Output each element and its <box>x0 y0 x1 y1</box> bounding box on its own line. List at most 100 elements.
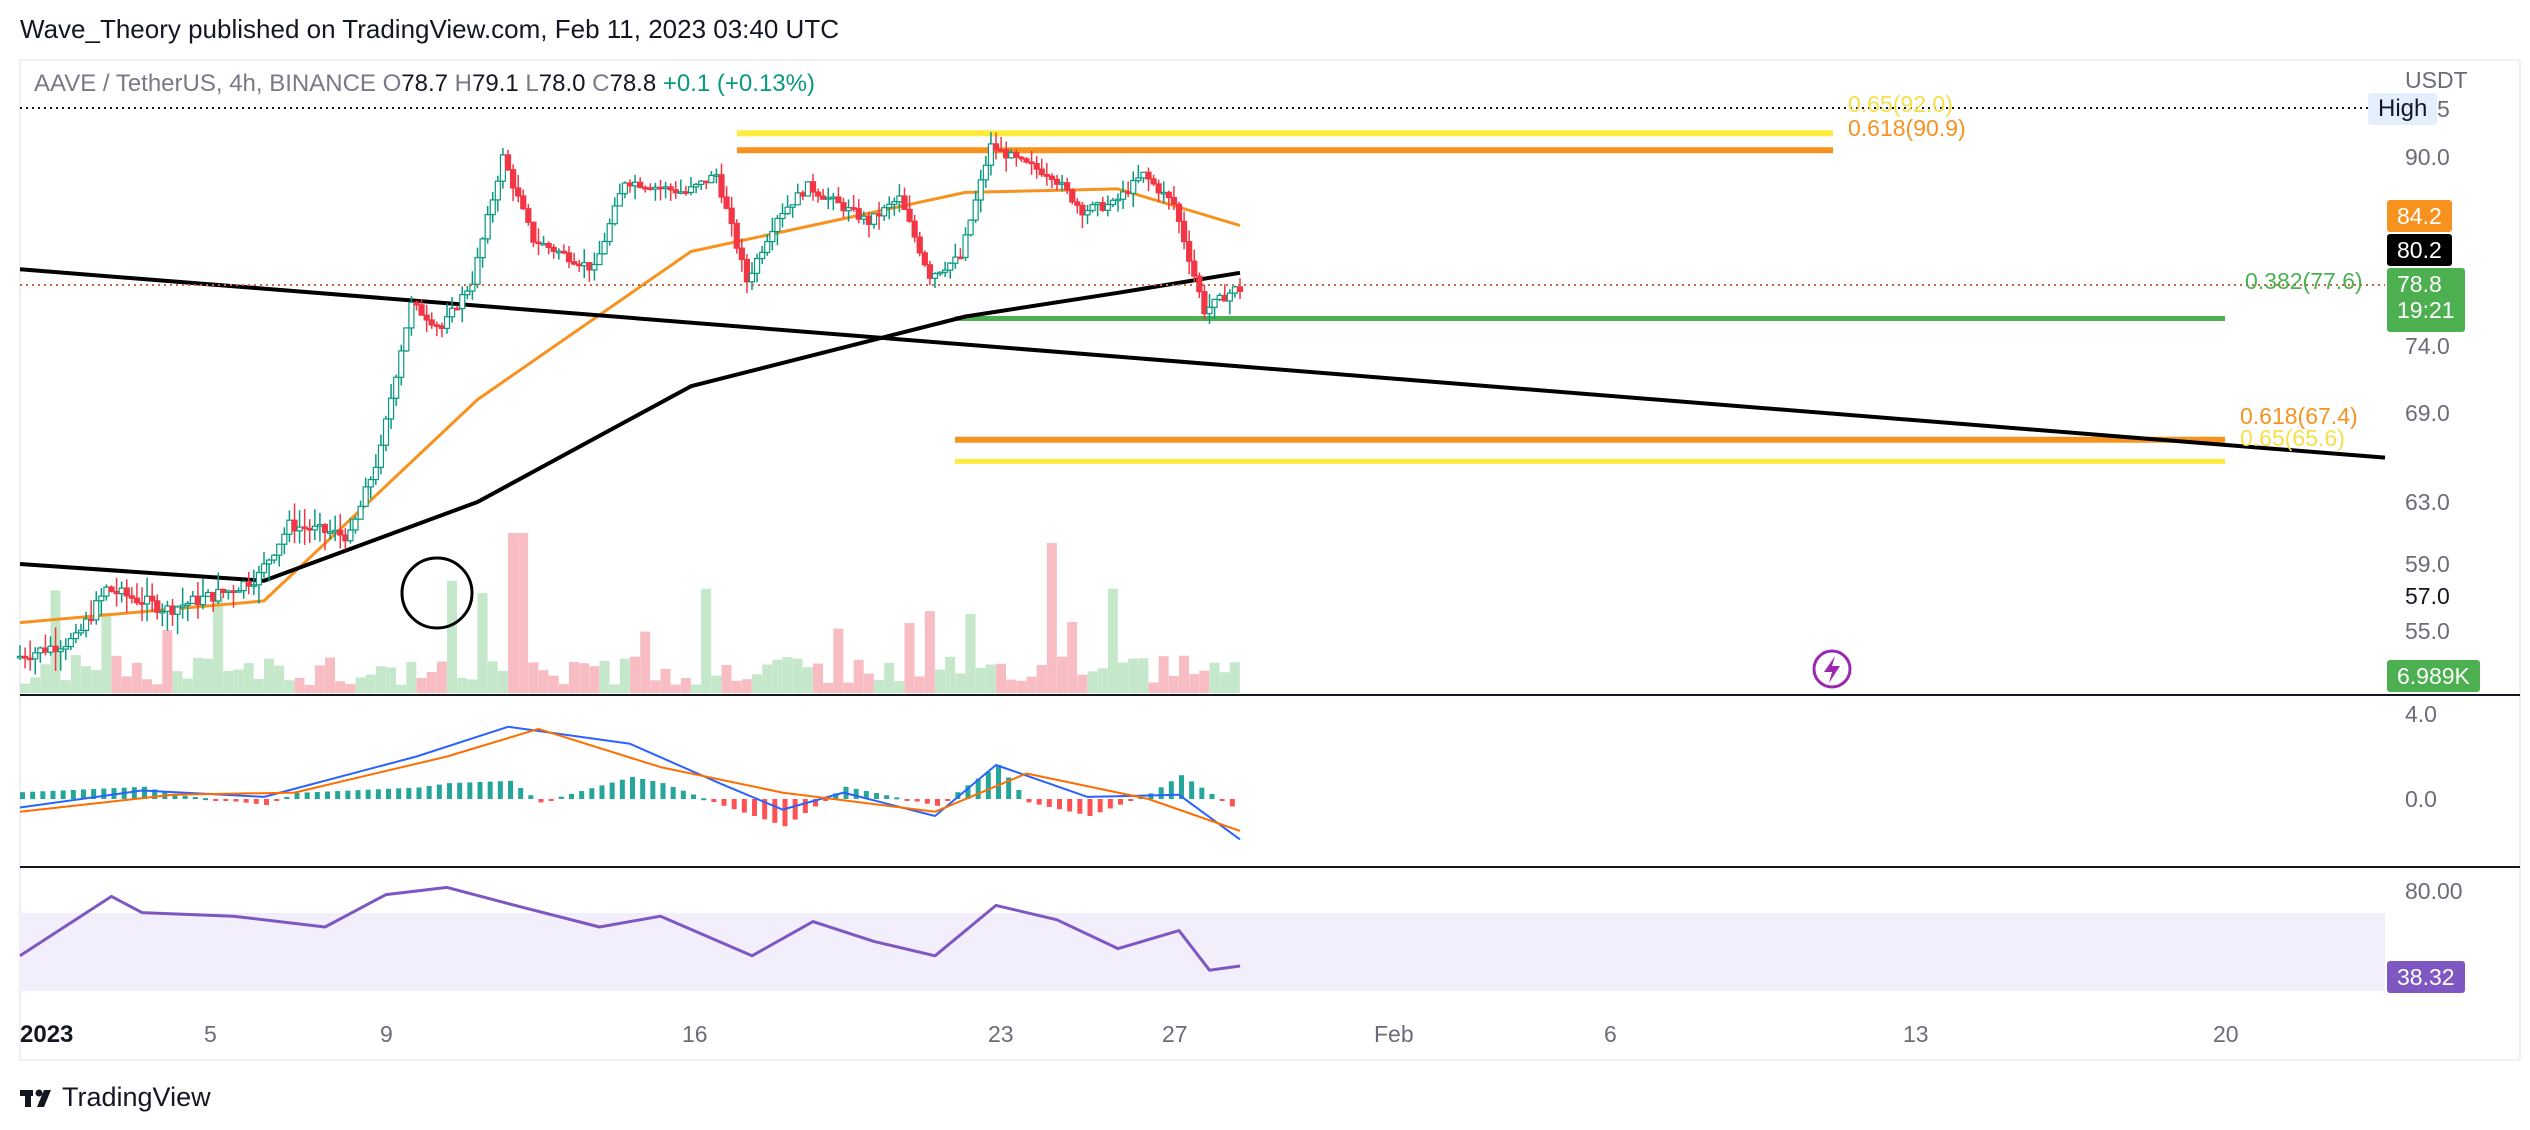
candle-body <box>738 247 745 261</box>
macd-histogram-bar <box>863 790 869 799</box>
candle-body <box>1175 203 1183 222</box>
macd-histogram-bar <box>467 782 473 799</box>
change-value: +0.1 (+0.13%) <box>662 70 815 97</box>
candle-body <box>835 196 842 204</box>
candle-body <box>1028 161 1035 165</box>
volume-bar <box>182 678 193 693</box>
volume-bar <box>233 669 244 693</box>
volume-bar <box>406 662 417 693</box>
volume-bar <box>589 666 600 693</box>
volume-bar <box>152 684 163 693</box>
macd-histogram-bar <box>152 789 158 799</box>
candle-body <box>1003 149 1010 159</box>
candle-body <box>743 258 751 283</box>
candle-body <box>220 588 227 594</box>
candle-body <box>489 199 496 216</box>
candle-body <box>286 519 293 535</box>
price-tick: 69.0 <box>2405 400 2450 426</box>
volume-bar <box>691 684 701 693</box>
volume-bar <box>884 662 895 693</box>
macd-histogram-bar <box>477 782 483 799</box>
candle-body <box>565 252 573 263</box>
candle-body <box>896 195 903 203</box>
candle-body <box>484 214 491 240</box>
macd-histogram-bar <box>701 798 707 801</box>
candle-body <box>1150 178 1157 185</box>
volume-bar <box>599 660 610 693</box>
candle-body <box>438 325 446 329</box>
candle-body <box>631 181 639 187</box>
circle-annotation <box>400 556 474 630</box>
candle-body <box>845 207 852 212</box>
rsi-band <box>20 913 2385 991</box>
candle-body <box>789 204 796 208</box>
candle-body <box>530 221 537 243</box>
macd-histogram-bar <box>142 786 147 799</box>
candle-body <box>62 646 69 650</box>
macd-histogram-bar <box>619 779 625 799</box>
volume-bar <box>1179 655 1189 693</box>
candle-body <box>647 187 654 191</box>
chart-frame <box>19 59 2521 1061</box>
candle-body <box>347 529 354 542</box>
macd-histogram-bar <box>792 799 798 820</box>
candle-body <box>199 595 207 606</box>
volume-bar <box>965 613 976 693</box>
candle-body <box>682 191 690 194</box>
lightning-icon[interactable] <box>1812 649 1852 689</box>
candle-body <box>616 193 623 207</box>
candle-body <box>581 262 588 267</box>
macd-histogram-bar <box>172 794 178 799</box>
volume-bar <box>721 665 732 693</box>
time-label: 27 <box>1162 1021 1188 1047</box>
candle-body <box>169 605 176 615</box>
volume-bar <box>365 674 376 693</box>
volume-bar <box>274 665 285 693</box>
brand-name: TradingView <box>62 1082 211 1112</box>
volume-bar <box>284 680 295 693</box>
candle-body <box>1221 294 1228 302</box>
volume-bar <box>863 673 874 693</box>
high-label: H <box>454 70 472 97</box>
macd-histogram-bar <box>548 799 554 801</box>
volume-bar <box>386 667 396 693</box>
candle-body <box>692 183 700 188</box>
candle-body <box>901 195 908 210</box>
candle-body <box>1125 191 1132 195</box>
macd-histogram-bar <box>579 791 585 799</box>
macd-histogram-bar <box>345 790 351 799</box>
candle-body <box>662 186 669 189</box>
candle-body <box>586 262 593 271</box>
candle-body <box>326 531 334 534</box>
low-value: 78.0 <box>538 70 586 97</box>
candle-body <box>77 629 85 634</box>
moving-average-layer <box>19 187 2386 625</box>
volume-bar <box>477 593 488 693</box>
volume-bar <box>813 663 823 693</box>
candle-body <box>840 202 847 212</box>
volume-bar <box>853 659 864 693</box>
candle-body <box>499 154 507 182</box>
macd-histogram-bar <box>284 796 290 799</box>
macd-histogram-bar <box>1219 799 1225 801</box>
candle-body <box>509 169 517 189</box>
volume-bar <box>335 681 346 693</box>
volume-bar <box>772 659 783 693</box>
macd-layer <box>19 725 1241 841</box>
macd-histogram-bar <box>1199 787 1205 799</box>
candle-body <box>413 301 420 306</box>
candle-body <box>611 205 618 225</box>
candle-body <box>886 203 893 209</box>
volume-bar <box>375 666 386 693</box>
volume-bar <box>945 656 956 693</box>
candle-body <box>52 645 59 653</box>
candle-body <box>352 518 359 531</box>
volume-bar <box>30 677 41 693</box>
candle-body <box>57 648 64 653</box>
candle-body <box>367 478 374 488</box>
volume-bar <box>935 669 945 693</box>
volume-bar <box>1128 658 1139 693</box>
candle-body <box>479 238 486 259</box>
candle-body <box>204 591 212 597</box>
